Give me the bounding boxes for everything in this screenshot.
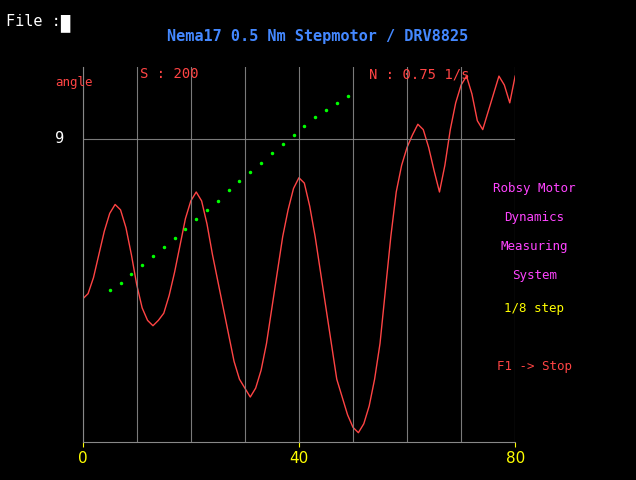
- Text: 9: 9: [55, 131, 64, 146]
- Text: Measuring: Measuring: [501, 240, 568, 253]
- Text: F1 -> Stop: F1 -> Stop: [497, 360, 572, 373]
- Text: Nema17 0.5 Nm Stepmotor / DRV8825: Nema17 0.5 Nm Stepmotor / DRV8825: [167, 29, 469, 44]
- Text: File :: File :: [6, 14, 61, 29]
- Text: 1/8 step: 1/8 step: [504, 302, 564, 315]
- Text: System: System: [512, 269, 556, 282]
- Text: angle: angle: [56, 76, 93, 89]
- Text: S : 200: S : 200: [140, 67, 198, 81]
- Text: Dynamics: Dynamics: [504, 211, 564, 224]
- Text: █: █: [60, 14, 69, 32]
- Text: Robsy Motor: Robsy Motor: [493, 182, 576, 195]
- Text: N : 0.75 1/s: N : 0.75 1/s: [369, 67, 469, 81]
